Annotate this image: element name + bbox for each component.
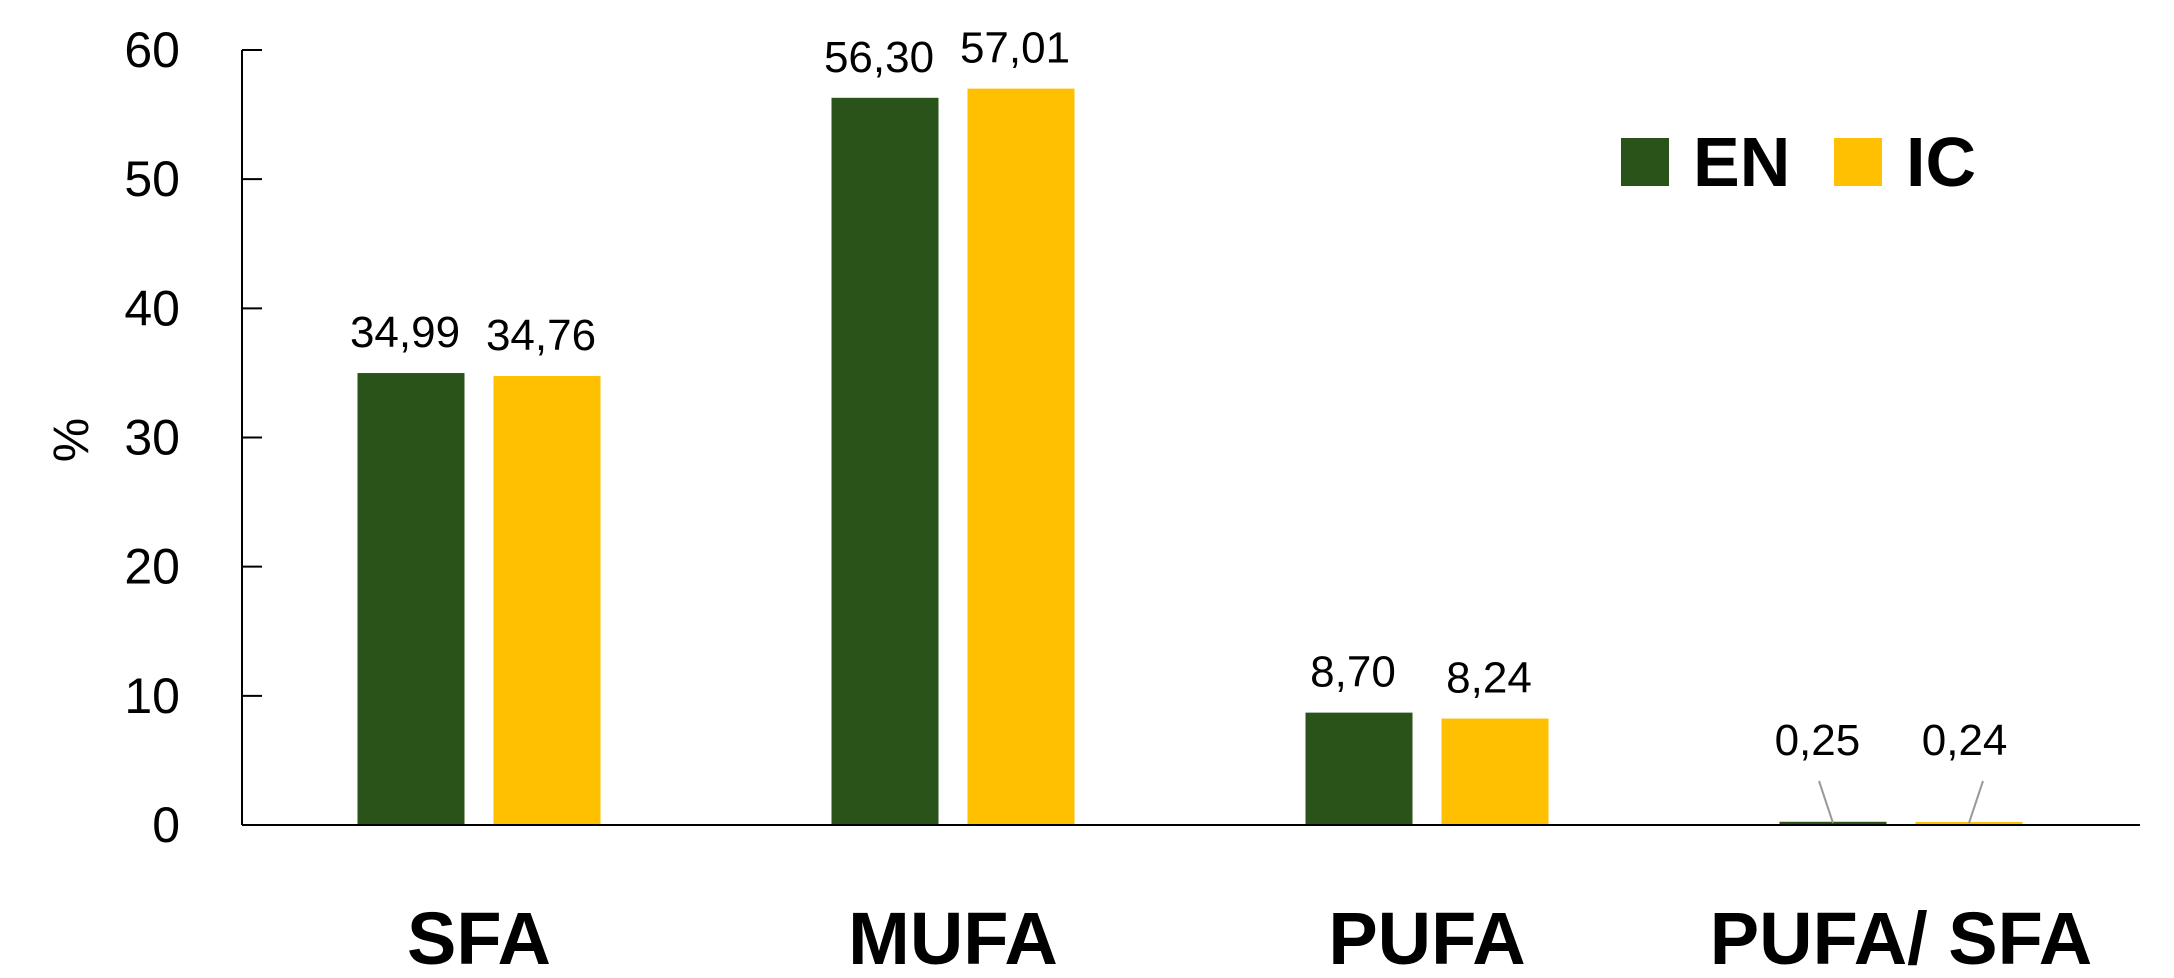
bar-en — [831, 97, 939, 825]
bar-en — [1779, 821, 1887, 825]
x-axis: SFA MUFA PUFA PUFA/ SFA — [242, 824, 2140, 978]
data-label-leader — [1818, 780, 1834, 824]
y-tick-label: 50 — [124, 151, 180, 207]
bar-en — [1305, 712, 1413, 825]
bar-en — [357, 373, 465, 825]
data-labels: 34,99 34,76 56,30 57,01 8,70 8,24 0,25 0,24 — [350, 24, 2008, 824]
y-axis-title: % — [43, 418, 99, 462]
data-label: 8,70 — [1310, 648, 1396, 697]
data-label-leader — [1968, 780, 1984, 824]
y-tick-label: 60 — [124, 22, 180, 78]
data-label: 0,25 — [1775, 716, 1861, 765]
data-label: 57,01 — [960, 24, 1070, 73]
legend-label-ic: IC — [1906, 123, 1976, 201]
bar-ic — [1441, 718, 1549, 825]
x-category-label: SFA — [407, 897, 551, 978]
legend-swatch-ic — [1834, 138, 1882, 186]
x-category-label: MUFA — [848, 897, 1058, 978]
y-tick-label: 0 — [152, 797, 180, 853]
bar-ic — [967, 88, 1075, 825]
data-label: 34,99 — [350, 308, 460, 357]
bar-ic — [1915, 821, 2023, 825]
data-label: 34,76 — [486, 311, 596, 360]
bar-ic — [493, 376, 601, 825]
legend: EN IC — [1621, 123, 1976, 201]
y-tick-label: 20 — [124, 539, 180, 595]
y-tick-label: 30 — [124, 410, 180, 466]
data-label: 56,30 — [824, 33, 934, 82]
bars — [357, 88, 2023, 825]
legend-swatch-en — [1621, 138, 1669, 186]
x-category-label: PUFA/ SFA — [1710, 897, 2092, 978]
x-category-label: PUFA — [1328, 897, 1525, 978]
data-label: 8,24 — [1446, 654, 1532, 703]
legend-label-en: EN — [1693, 123, 1790, 201]
data-label: 0,24 — [1922, 716, 2008, 765]
y-axis: 0 10 20 30 40 50 60 — [124, 22, 262, 853]
y-tick-label: 40 — [124, 280, 180, 336]
y-tick-label: 10 — [124, 668, 180, 724]
